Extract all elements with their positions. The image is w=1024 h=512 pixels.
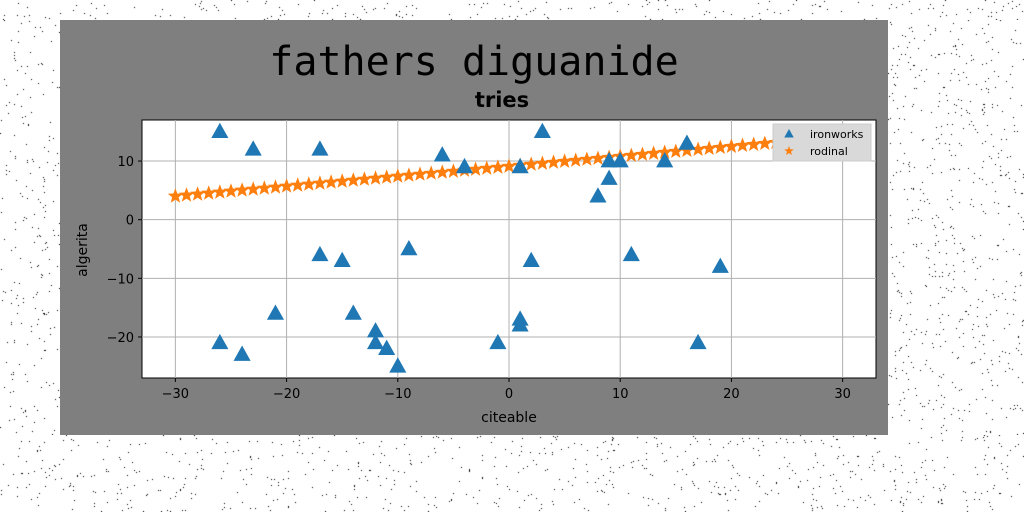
x-tick-label: 0 — [505, 387, 513, 402]
legend: ironworks rodinal — [773, 124, 871, 161]
y-axis-ticks: −20 −10 0 10 — [107, 155, 142, 346]
chart-svg: tries −30 −20 −10 0 10 20 30 −20 −10 0 10 citeabl… — [60, 20, 888, 435]
x-tick-label: 10 — [612, 387, 629, 402]
legend-rodinal-label: rodinal — [810, 145, 848, 158]
chart-panel: fathers diguanide tries −30 −20 −10 0 10 20 30… — [60, 20, 888, 435]
y-tick-label: 0 — [126, 214, 134, 229]
x-tick-label: 20 — [723, 387, 740, 402]
x-tick-label: −10 — [384, 387, 411, 402]
y-tick-label: 10 — [117, 155, 134, 170]
x-tick-label: −20 — [273, 387, 300, 402]
y-tick-label: −20 — [107, 331, 134, 346]
y-axis-label: algerita — [75, 223, 91, 277]
x-axis-label: citeable — [481, 410, 537, 426]
x-axis-ticks: −30 −20 −10 0 10 20 30 — [162, 378, 851, 402]
x-tick-label: 30 — [834, 387, 851, 402]
legend-ironworks-label: ironworks — [810, 128, 864, 141]
chart-subtitle: tries — [475, 88, 529, 112]
x-tick-label: −30 — [162, 387, 189, 402]
y-tick-label: −10 — [107, 272, 134, 287]
